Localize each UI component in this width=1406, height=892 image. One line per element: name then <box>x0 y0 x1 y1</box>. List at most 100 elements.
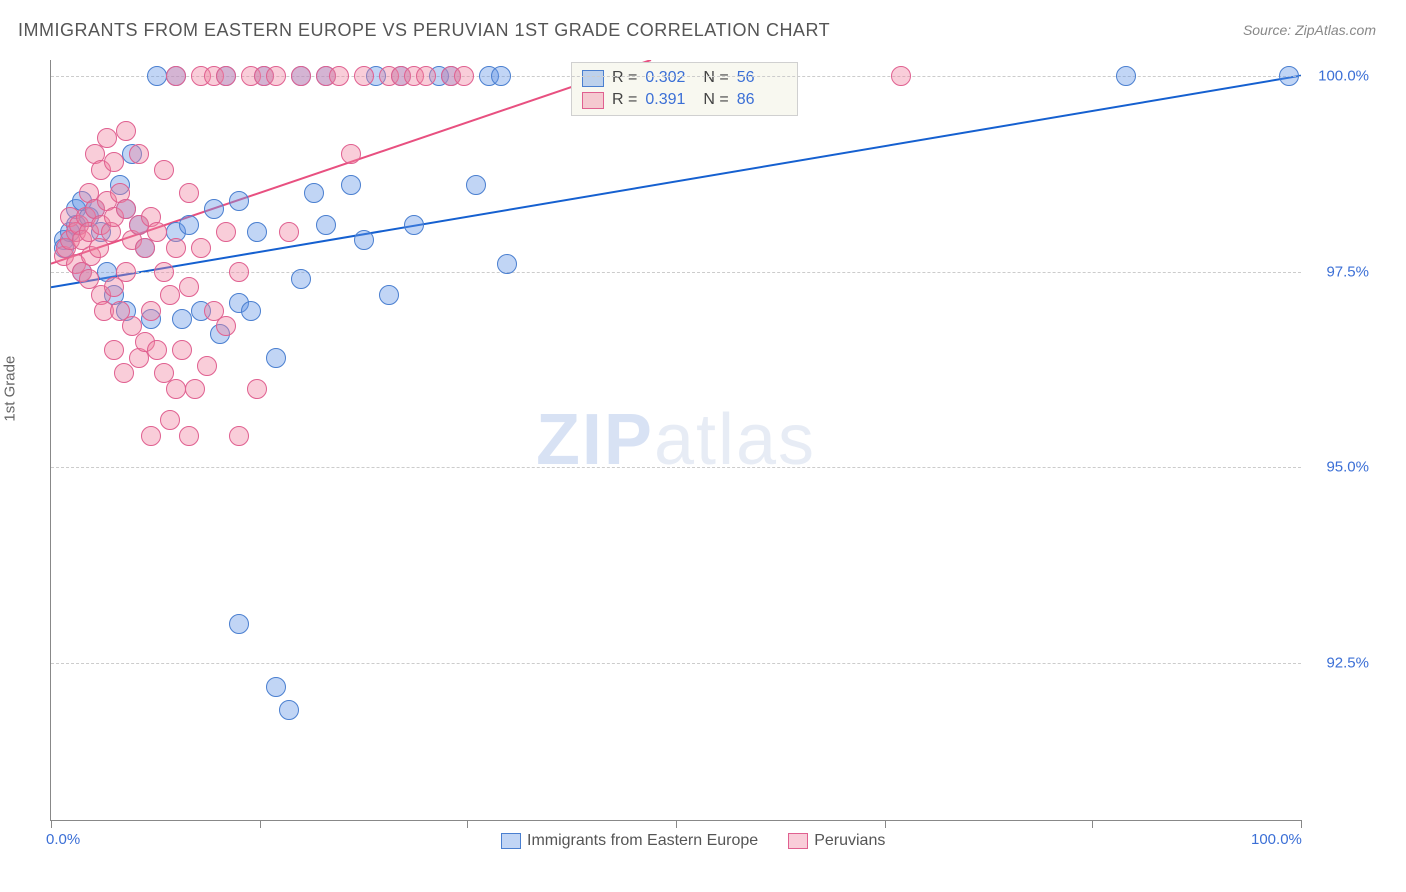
legend-swatch <box>582 70 604 87</box>
scatter-point <box>216 66 236 86</box>
scatter-point <box>466 175 486 195</box>
scatter-point <box>247 222 267 242</box>
scatter-point <box>229 426 249 446</box>
legend-row: R = 0.302 N = 56 <box>582 67 787 89</box>
x-tick <box>260 820 261 828</box>
legend-n-value: 86 <box>737 91 787 109</box>
scatter-point <box>229 262 249 282</box>
x-tick <box>1301 820 1302 828</box>
scatter-point <box>147 340 167 360</box>
x-tick <box>51 820 52 828</box>
scatter-point <box>354 230 374 250</box>
legend-r-label: R = <box>612 69 637 87</box>
y-tick-label: 92.5% <box>1326 655 1369 672</box>
scatter-point <box>197 356 217 376</box>
legend-r-value: 0.302 <box>645 69 695 87</box>
scatter-point <box>491 66 511 86</box>
x-tick <box>1092 820 1093 828</box>
scatter-point <box>166 379 186 399</box>
scatter-point <box>166 238 186 258</box>
scatter-point <box>179 183 199 203</box>
scatter-point <box>1116 66 1136 86</box>
legend-label: Immigrants from Eastern Europe <box>527 832 758 849</box>
scatter-point <box>116 262 136 282</box>
scatter-point <box>1279 66 1299 86</box>
source-label: Source: ZipAtlas.com <box>1243 22 1376 38</box>
scatter-point <box>147 222 167 242</box>
legend-item: Immigrants from Eastern Europe <box>501 832 758 850</box>
legend-item: Peruvians <box>788 832 885 850</box>
legend-row: R = 0.391 N = 86 <box>582 89 787 111</box>
scatter-point <box>160 410 180 430</box>
scatter-point <box>341 144 361 164</box>
gridline <box>51 467 1301 468</box>
scatter-point <box>185 379 205 399</box>
y-tick-label: 97.5% <box>1326 263 1369 280</box>
scatter-point <box>160 285 180 305</box>
scatter-point <box>279 700 299 720</box>
scatter-point <box>266 677 286 697</box>
scatter-point <box>454 66 474 86</box>
legend-n-label: N = <box>703 69 728 87</box>
legend-correlation: R = 0.302 N = 56 R = 0.391 N = 86 <box>571 62 798 116</box>
legend-r-label: R = <box>612 91 637 109</box>
scatter-point <box>172 309 192 329</box>
scatter-point <box>266 66 286 86</box>
watermark: ZIPatlas <box>536 399 816 481</box>
scatter-point <box>154 160 174 180</box>
scatter-point <box>204 199 224 219</box>
scatter-point <box>404 215 424 235</box>
x-tick-label: 100.0% <box>1251 831 1302 848</box>
scatter-point <box>497 254 517 274</box>
legend-swatch <box>501 833 521 849</box>
scatter-point <box>116 121 136 141</box>
scatter-point <box>291 66 311 86</box>
gridline <box>51 663 1301 664</box>
x-tick-label: 0.0% <box>46 831 80 848</box>
legend-swatch <box>582 92 604 109</box>
scatter-point <box>354 66 374 86</box>
scatter-point <box>279 222 299 242</box>
y-tick-label: 95.0% <box>1326 459 1369 476</box>
y-tick-label: 100.0% <box>1318 67 1369 84</box>
scatter-point <box>179 426 199 446</box>
legend-n-label: N = <box>703 91 728 109</box>
scatter-point <box>129 144 149 164</box>
scatter-plot: ZIPatlas R =0.302N =56R =0.391N =86 Immi… <box>50 60 1301 821</box>
scatter-point <box>191 238 211 258</box>
scatter-point <box>416 66 436 86</box>
x-tick <box>885 820 886 828</box>
scatter-point <box>172 340 192 360</box>
scatter-point <box>166 66 186 86</box>
scatter-point <box>104 152 124 172</box>
y-axis-label: 1st Grade <box>2 356 19 422</box>
scatter-point <box>179 277 199 297</box>
scatter-point <box>379 285 399 305</box>
scatter-point <box>114 363 134 383</box>
scatter-point <box>247 379 267 399</box>
legend-label: Peruvians <box>814 832 885 849</box>
scatter-point <box>154 262 174 282</box>
scatter-point <box>329 66 349 86</box>
legend-swatch <box>788 833 808 849</box>
scatter-point <box>229 191 249 211</box>
scatter-point <box>216 222 236 242</box>
scatter-point <box>179 215 199 235</box>
scatter-point <box>291 269 311 289</box>
gridline <box>51 76 1301 77</box>
scatter-point <box>141 426 161 446</box>
scatter-point <box>141 301 161 321</box>
chart-title: IMMIGRANTS FROM EASTERN EUROPE VS PERUVI… <box>18 20 830 41</box>
legend-n-value: 56 <box>737 69 787 87</box>
scatter-point <box>891 66 911 86</box>
scatter-point <box>216 316 236 336</box>
x-tick <box>676 820 677 828</box>
scatter-point <box>316 215 336 235</box>
scatter-point <box>104 340 124 360</box>
legend-r-value: 0.391 <box>645 91 695 109</box>
scatter-point <box>241 301 261 321</box>
legend-series: Immigrants from Eastern Europe Peruvians <box>501 832 885 850</box>
scatter-point <box>147 66 167 86</box>
x-tick <box>467 820 468 828</box>
scatter-point <box>97 128 117 148</box>
